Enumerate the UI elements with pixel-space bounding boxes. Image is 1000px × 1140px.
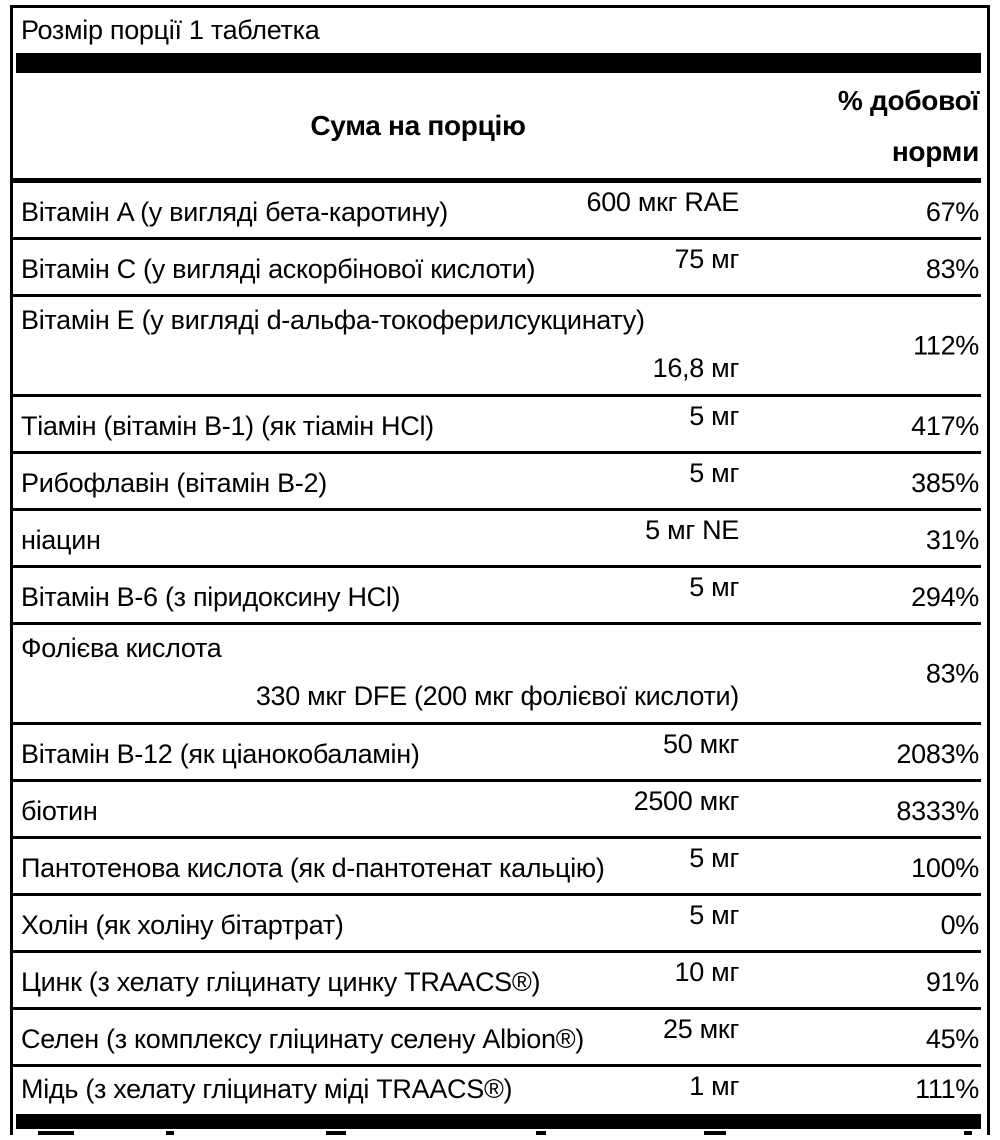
nutrient-amount: 75 мг	[674, 244, 740, 274]
nutrient-name: Тіамін (вітамін B-1) (як тіамін HCl)	[21, 411, 434, 441]
table-row: Вітамін E (у вигляді d-альфа-токоферилсу…	[13, 297, 981, 397]
nutrient-name: Вітамін A (у вигляді бета-каротину)	[21, 197, 448, 227]
thick-divider-bottom	[16, 1114, 981, 1129]
nutrient-dv: 83%	[925, 254, 979, 284]
nutrient-amount: 25 мкг	[663, 1014, 739, 1044]
nutrient-name: Вітамін C (у вигляді аскорбінової кислот…	[21, 254, 536, 284]
table-row: Мідь (з хелату гліцинату міді TRAACS®) 1 …	[13, 1067, 981, 1114]
nutrient-name: Фолієва кислота	[21, 633, 222, 663]
table-row: Холін (як холіну бітартрат) 5 мг 0%	[13, 896, 981, 953]
nutrient-dv: 2083%	[896, 739, 979, 769]
nutrient-dv: 31%	[925, 525, 979, 555]
nutrient-amount: 5 мг	[689, 401, 739, 431]
table-row: Пантотенова кислота (як d-пантотенат кал…	[13, 839, 981, 896]
nutrient-amount: 2500 мкг	[633, 786, 740, 816]
nutrient-amount: 5 мг	[689, 843, 739, 873]
nutrient-name: Селен (з комплексу гліцинату селену Albi…	[21, 1024, 584, 1054]
nutrient-dv: 417%	[911, 411, 979, 441]
nutrient-amount: 5 мг	[689, 458, 739, 488]
column-header-row: Сума на порцію % добової норми	[13, 73, 981, 183]
serving-size-text: Розмір порції 1 таблетка	[21, 15, 320, 45]
nutrient-amount: 5 мг	[689, 900, 739, 930]
table-row: ніацин 5 мг NE 31%	[13, 511, 981, 568]
table-row: біотин 2500 мкг 8333%	[13, 782, 981, 839]
nutrient-name: Вітамін B-6 (з піридоксину HCl)	[21, 582, 401, 612]
table-row: Вітамін B-12 (як ціанокобаламін) 50 мкг 20…	[13, 725, 981, 782]
supplement-facts-label: Розмір порції 1 таблетка Сума на порцію …	[10, 5, 990, 1135]
nutrient-amount: 50 мкг	[663, 729, 739, 759]
nutrient-amount: 16,8 мг	[652, 353, 740, 383]
nutrient-amount: 5 мг	[689, 572, 739, 602]
nutrient-amount: 600 мкг RAE	[586, 187, 740, 217]
table-row: Рибофлавін (вітамін B-2) 5 мг 385%	[13, 454, 981, 511]
nutrient-amount: 1 мг	[689, 1071, 739, 1101]
nutrient-dv: 100%	[911, 853, 979, 883]
nutrient-dv: 45%	[925, 1024, 979, 1054]
table-row: Селен (з комплексу гліцинату селену Albi…	[13, 1010, 981, 1067]
nutrient-amount: 5 мг NE	[645, 515, 739, 545]
table-row: Вітамін B-6 (з піридоксину HCl) 5 мг 294%	[13, 568, 981, 625]
nutrient-dv: 83%	[925, 658, 979, 688]
nutrient-name: Мідь (з хелату гліцинату міді TRAACS®)	[21, 1074, 513, 1104]
nutrient-dv: 0%	[940, 910, 980, 940]
nutrient-rows: Вітамін A (у вигляді бета-каротину) 600 м…	[13, 183, 981, 1114]
nutrient-dv: 112%	[913, 330, 979, 360]
serving-size-row: Розмір порції 1 таблетка	[13, 8, 981, 53]
nutrient-name: біотин	[21, 796, 98, 826]
nutrient-dv: 385%	[911, 468, 979, 498]
nutrient-name: Пантотенова кислота (як d-пантотенат кал…	[21, 853, 605, 883]
table-row: Фолієва кислота 330 мкг DFE (200 мкг фолі…	[13, 625, 981, 725]
nutrient-amount: 330 мкг DFE (200 мкг фолієвої кислоти)	[255, 681, 739, 711]
dv-column-header-line2: норми	[891, 136, 979, 167]
table-row: Вітамін C (у вигляді аскорбінової кислот…	[13, 240, 981, 297]
table-row: Цинк (з хелату гліцинату цинку TRAACS®) 1…	[13, 953, 981, 1010]
nutrient-dv: 8333%	[896, 796, 979, 826]
nutrient-name: ніацин	[21, 525, 101, 555]
nutrient-name: Рибофлавін (вітамін B-2)	[21, 468, 327, 498]
cut-off-text-fragments	[16, 1129, 981, 1135]
nutrient-name: Цинк (з хелату гліцинату цинку TRAACS®)	[21, 967, 541, 997]
nutrient-dv: 294%	[911, 582, 979, 612]
amount-column-header: Сума на порцію	[310, 109, 526, 141]
table-row: Тіамін (вітамін B-1) (як тіамін HCl) 5 мг…	[13, 397, 981, 454]
nutrient-name: Вітамін E (у вигляді d-альфа-токоферилсу…	[21, 305, 645, 335]
dv-column-header-line1: % добової	[837, 85, 979, 116]
nutrient-dv: 111%	[915, 1074, 979, 1104]
nutrient-dv: 91%	[925, 967, 979, 997]
nutrient-name: Вітамін B-12 (як ціанокобаламін)	[21, 739, 420, 769]
thick-divider-top	[16, 53, 981, 73]
table-row: Вітамін A (у вигляді бета-каротину) 600 м…	[13, 183, 981, 240]
nutrient-amount: 10 мг	[674, 957, 740, 987]
nutrient-dv: 67%	[925, 197, 979, 227]
nutrient-name: Холін (як холіну бітартрат)	[21, 910, 344, 940]
